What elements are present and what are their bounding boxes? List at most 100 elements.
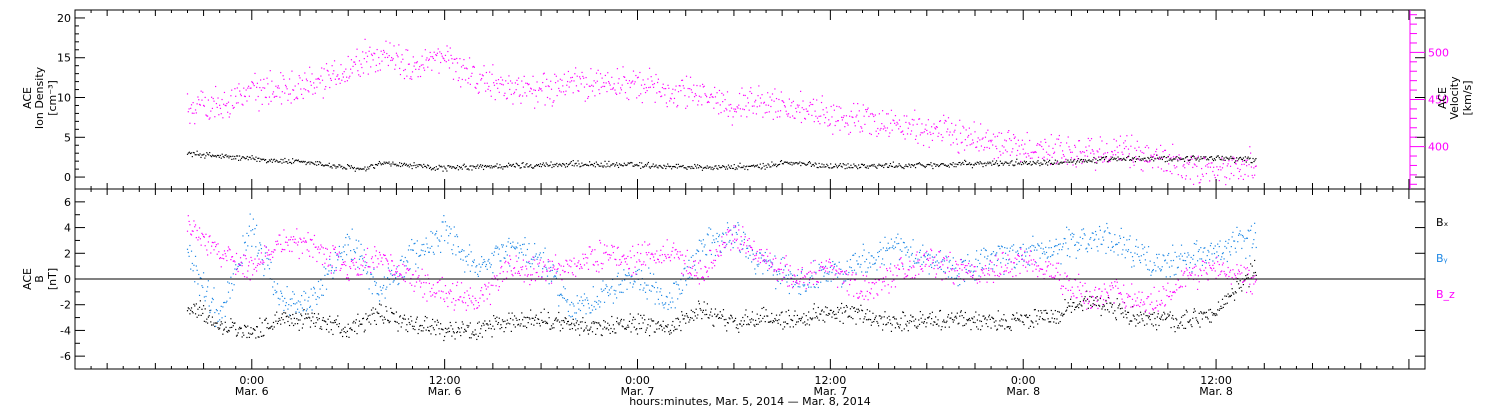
bx-point: [652, 320, 654, 322]
velocity-point: [468, 77, 470, 79]
density-point: [936, 164, 938, 166]
bx-point: [780, 312, 782, 314]
by-point: [217, 320, 219, 322]
bx-point: [467, 326, 469, 328]
density-point: [1015, 161, 1017, 163]
velocity-point: [219, 107, 222, 109]
bx-point: [1049, 321, 1051, 323]
bx-point: [988, 316, 990, 318]
density-point: [1196, 158, 1198, 160]
velocity-point: [1002, 152, 1004, 154]
velocity-point: [444, 59, 446, 62]
density-point: [1062, 161, 1064, 163]
density-point: [848, 166, 850, 168]
velocity-point: [920, 132, 922, 134]
bx-point: [1156, 316, 1159, 318]
density-point: [1053, 162, 1055, 164]
density-point: [1225, 156, 1227, 158]
velocity-point: [472, 66, 474, 68]
bx-point: [966, 319, 968, 321]
velocity-point: [278, 87, 280, 89]
bx-point: [1063, 313, 1065, 315]
density-point: [519, 167, 521, 169]
velocity-point: [398, 44, 400, 46]
bx-point: [658, 328, 660, 330]
density-point: [636, 163, 638, 166]
velocity-point: [456, 62, 459, 64]
bx-point: [751, 311, 754, 313]
bx-point: [729, 318, 731, 320]
density-point: [203, 153, 205, 155]
by-point: [1018, 260, 1020, 263]
density-point: [759, 163, 761, 165]
by-point: [1157, 266, 1159, 268]
by-point: [375, 282, 377, 284]
by-point: [891, 246, 893, 249]
by-point: [1102, 236, 1104, 238]
velocity-point: [1033, 151, 1036, 153]
density-point: [350, 165, 353, 167]
by-point: [321, 294, 323, 296]
by-point: [963, 260, 965, 262]
bx-point: [1011, 318, 1013, 320]
density-point: [538, 165, 541, 167]
velocity-point: [812, 103, 814, 106]
density-point: [1228, 158, 1230, 161]
density-point: [1199, 158, 1201, 160]
velocity-point: [800, 90, 802, 92]
density-point: [1181, 158, 1183, 160]
bx-point: [401, 322, 403, 324]
bx-point: [539, 325, 541, 327]
bx-point: [798, 318, 800, 320]
by-point: [973, 270, 975, 272]
bx-point: [272, 328, 274, 330]
by-point: [1098, 225, 1101, 228]
velocity-point: [626, 97, 628, 99]
bx-point: [1241, 290, 1243, 292]
density-point: [250, 158, 252, 160]
velocity-point: [547, 85, 549, 87]
density-point: [292, 158, 294, 160]
velocity-point: [240, 95, 242, 97]
velocity-point: [444, 54, 447, 57]
velocity-point: [727, 115, 729, 118]
density-point: [1190, 157, 1192, 159]
velocity-point: [341, 79, 343, 81]
by-point: [383, 276, 385, 278]
by-point: [479, 270, 481, 273]
velocity-point: [646, 90, 648, 92]
velocity-point: [1232, 156, 1234, 158]
bx-point: [264, 319, 267, 321]
bx-point: [1059, 320, 1061, 323]
bx-point: [740, 320, 742, 322]
density-point: [597, 164, 599, 166]
density-point: [1147, 156, 1149, 159]
by-point: [464, 271, 466, 273]
by-point: [723, 241, 725, 244]
density-point: [868, 165, 870, 167]
bx-point: [849, 308, 852, 310]
bx-point: [322, 317, 324, 319]
by-point: [1139, 261, 1142, 264]
velocity-point: [382, 49, 385, 52]
by-point: [754, 268, 756, 270]
by-point: [761, 254, 763, 257]
density-point: [947, 164, 949, 166]
density-point: [954, 163, 956, 165]
bx-point: [187, 307, 189, 309]
by-point: [857, 263, 859, 265]
density-point: [682, 164, 684, 167]
density-point: [446, 170, 448, 172]
bx-point: [902, 311, 905, 314]
density-point: [1030, 164, 1032, 166]
bx-point: [993, 321, 995, 323]
by-point: [507, 241, 509, 243]
velocity-point: [1189, 178, 1191, 180]
bx-point: [1213, 312, 1215, 315]
bx-point: [1000, 325, 1002, 327]
bx-point: [188, 308, 190, 310]
density-point: [323, 165, 326, 167]
bx-point: [249, 333, 251, 335]
density-point: [1121, 159, 1123, 161]
by-point: [560, 293, 562, 295]
